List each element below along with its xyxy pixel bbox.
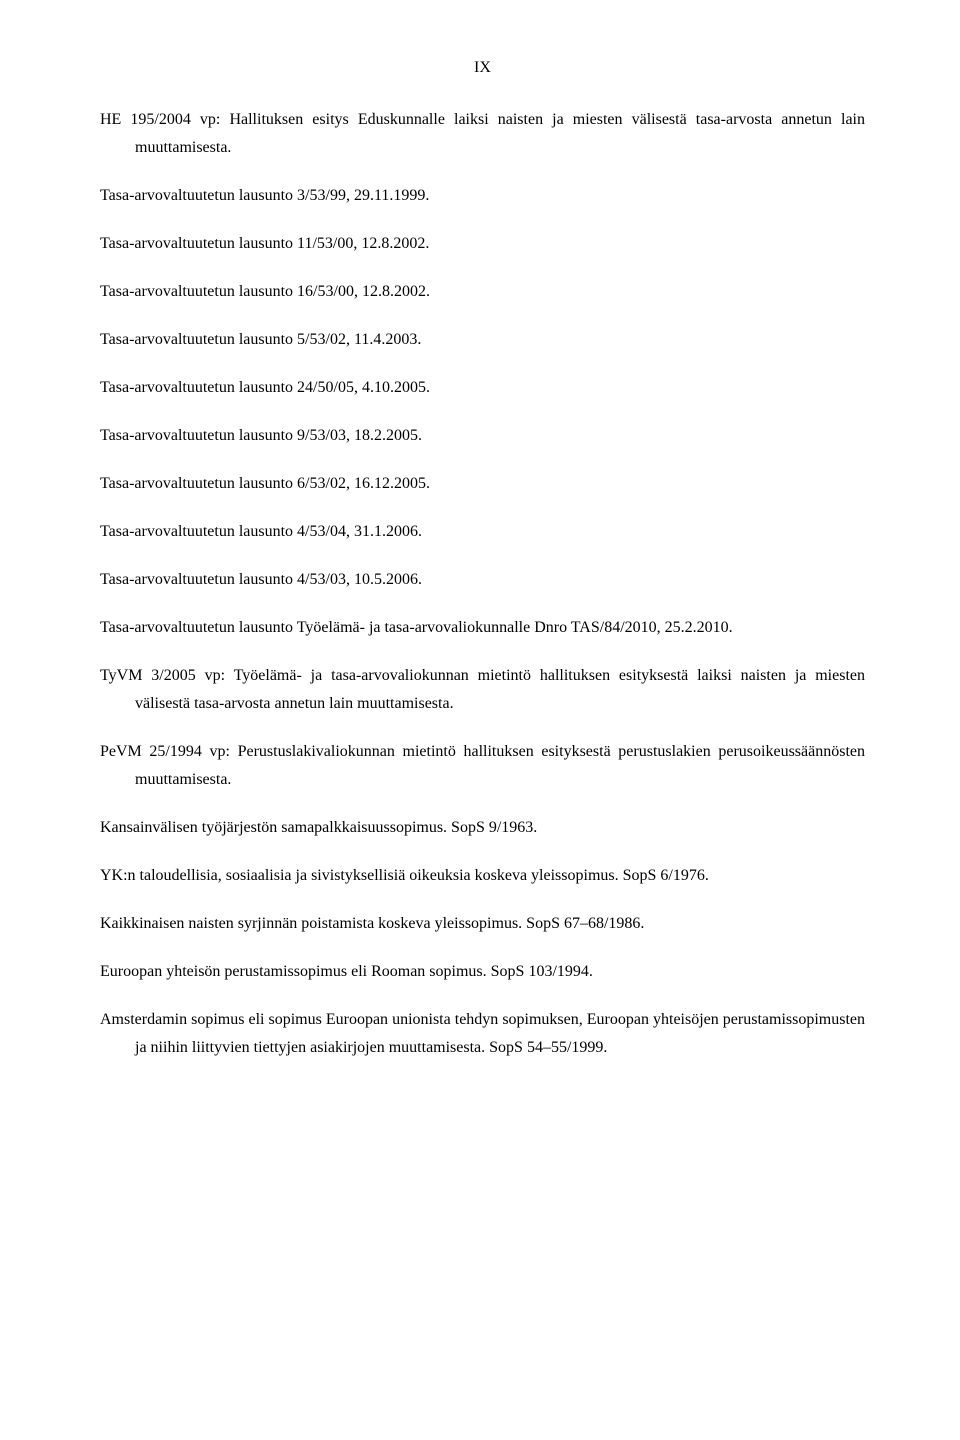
reference-entry: PeVM 25/1994 vp: Perustuslakivaliokunnan… xyxy=(100,738,865,794)
reference-entry: Tasa-arvovaltuutetun lausunto 3/53/99, 2… xyxy=(100,182,865,210)
reference-entry: Tasa-arvovaltuutetun lausunto Työelämä- … xyxy=(100,614,865,642)
reference-entry: Kaikkinaisen naisten syrjinnän poistamis… xyxy=(100,910,865,938)
reference-entry: Euroopan yhteisön perustamissopimus eli … xyxy=(100,958,865,986)
reference-entry: Tasa-arvovaltuutetun lausunto 11/53/00, … xyxy=(100,230,865,258)
reference-entry: Kansainvälisen työjärjestön samapalkkais… xyxy=(100,814,865,842)
reference-entry: TyVM 3/2005 vp: Työelämä- ja tasa-arvova… xyxy=(100,662,865,718)
reference-entry: Tasa-arvovaltuutetun lausunto 4/53/03, 1… xyxy=(100,566,865,594)
reference-entry: YK:n taloudellisia, sosiaalisia ja sivis… xyxy=(100,862,865,890)
entries-container: HE 195/2004 vp: Hallituksen esitys Edusk… xyxy=(100,106,865,1062)
reference-entry: HE 195/2004 vp: Hallituksen esitys Edusk… xyxy=(100,106,865,162)
reference-entry: Tasa-arvovaltuutetun lausunto 6/53/02, 1… xyxy=(100,470,865,498)
reference-entry: Amsterdamin sopimus eli sopimus Euroopan… xyxy=(100,1006,865,1062)
reference-entry: Tasa-arvovaltuutetun lausunto 9/53/03, 1… xyxy=(100,422,865,450)
page-number: IX xyxy=(100,60,865,76)
reference-entry: Tasa-arvovaltuutetun lausunto 4/53/04, 3… xyxy=(100,518,865,546)
reference-entry: Tasa-arvovaltuutetun lausunto 16/53/00, … xyxy=(100,278,865,306)
reference-entry: Tasa-arvovaltuutetun lausunto 24/50/05, … xyxy=(100,374,865,402)
reference-entry: Tasa-arvovaltuutetun lausunto 5/53/02, 1… xyxy=(100,326,865,354)
